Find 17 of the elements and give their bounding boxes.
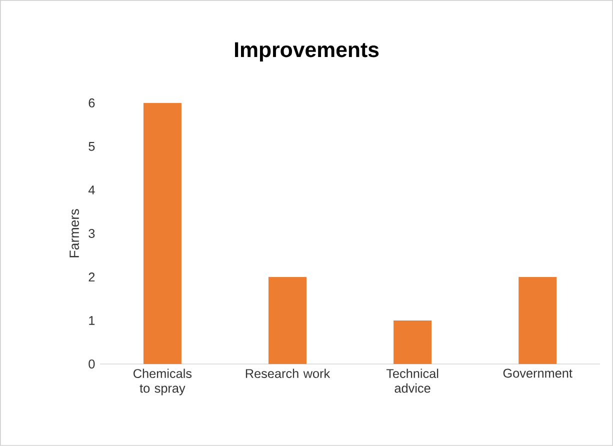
x-tick-label: Technical advice: [386, 368, 438, 393]
y-tick-label: 4: [88, 186, 95, 194]
bar: [268, 277, 307, 364]
y-tick-label: 6: [88, 98, 95, 108]
y-tick-label: 1: [89, 316, 95, 325]
bar: [518, 277, 557, 364]
y-tick-label: 2: [88, 272, 95, 282]
x-tick-label: Research work: [246, 368, 330, 378]
x-tick-label: Government: [503, 368, 572, 378]
chart-title: Improvements: [235, 42, 379, 62]
y-tick-label: 0: [88, 360, 95, 369]
bar: [394, 320, 432, 364]
y-tick-label: 3: [88, 229, 95, 238]
x-tick-label: Chemicals to spray: [134, 368, 192, 396]
y-axis-title: Farmers: [70, 209, 79, 258]
bar: [143, 102, 182, 364]
y-tick-label: 5: [88, 142, 95, 151]
